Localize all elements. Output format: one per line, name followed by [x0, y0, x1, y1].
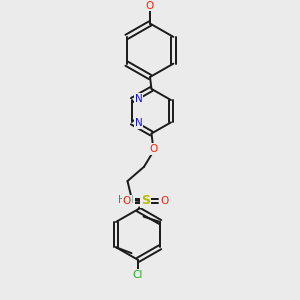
Text: Cl: Cl: [133, 270, 143, 280]
Text: O: O: [146, 1, 154, 11]
Text: N: N: [135, 94, 142, 104]
Text: O: O: [160, 196, 168, 206]
Text: N: N: [135, 118, 142, 128]
Text: O: O: [149, 144, 157, 154]
Text: HN: HN: [118, 195, 134, 206]
Text: S: S: [141, 194, 150, 208]
Text: O: O: [123, 196, 131, 206]
